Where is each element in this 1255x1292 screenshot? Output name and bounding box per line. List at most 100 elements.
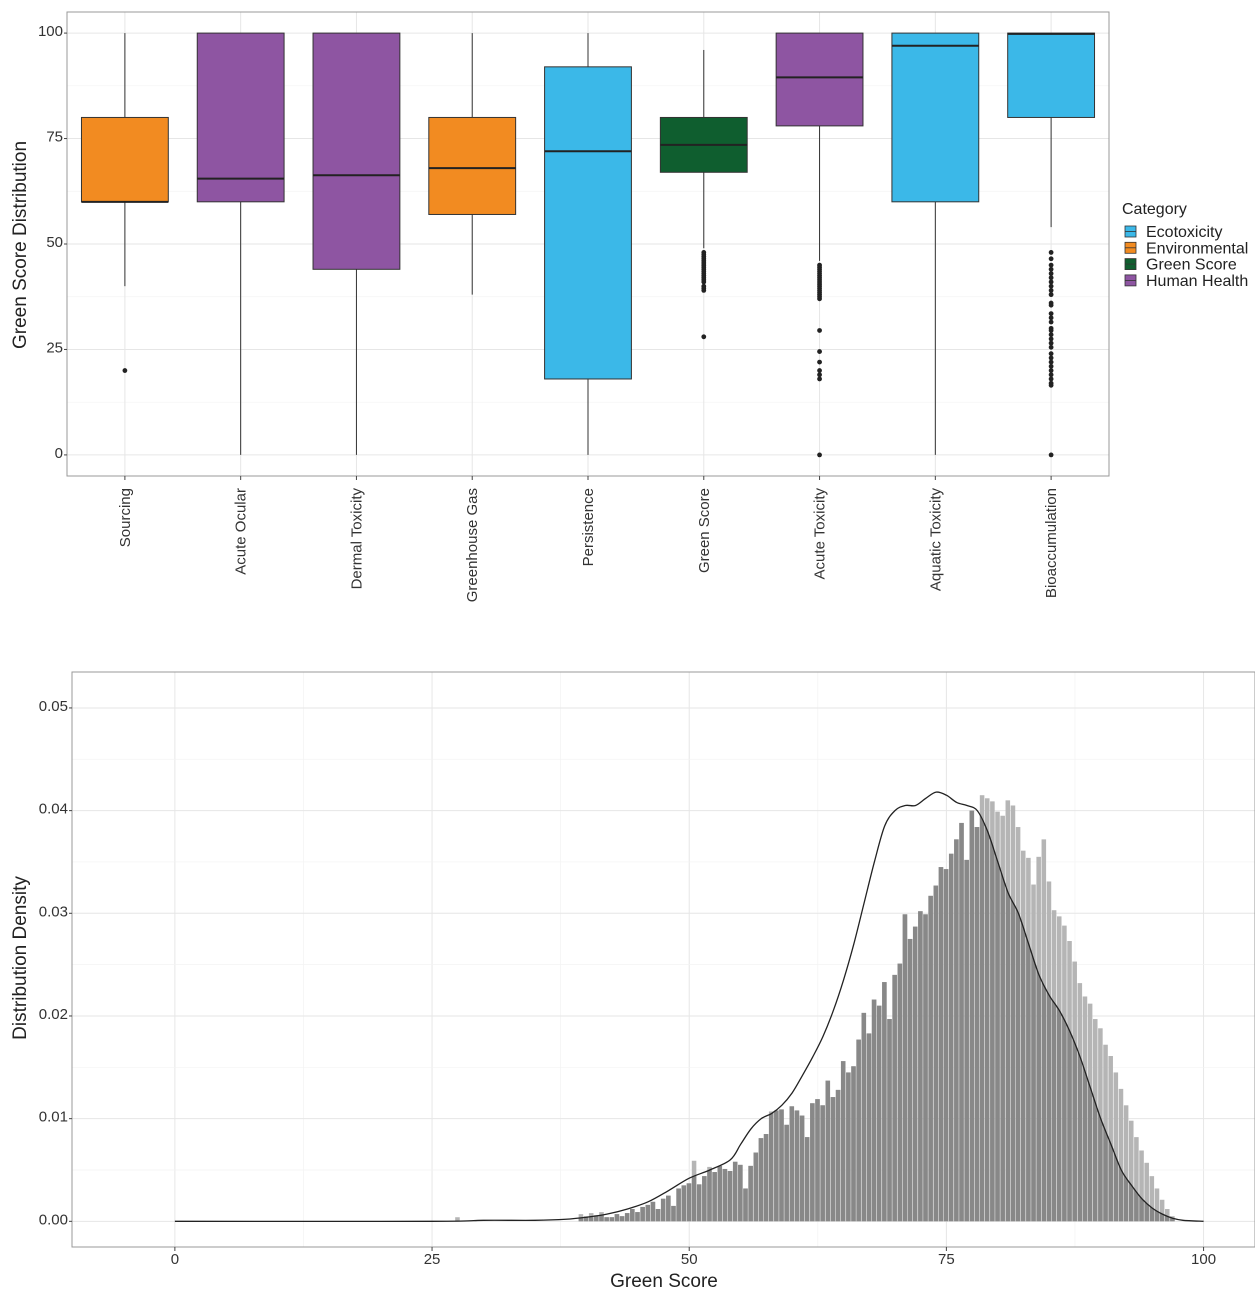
histogram-x-tick-label: 100: [1191, 1251, 1216, 1268]
histogram-bar: [1128, 1120, 1134, 1222]
histogram-bar-shaded: [954, 839, 959, 1222]
box-outlier: [817, 359, 822, 365]
histogram-bar-shaded: [763, 1134, 769, 1222]
box-greenhouse-gas: [428, 33, 517, 295]
histogram-bar-shaded: [902, 914, 908, 1222]
box-green-score: [659, 49, 748, 340]
histogram-bar-shaded: [887, 1019, 892, 1222]
histogram-bar-shaded: [1062, 925, 1067, 1222]
box-outlier: [1048, 266, 1054, 272]
histogram-bar-shaded: [594, 1215, 599, 1222]
histogram-bar-shaded: [995, 811, 1000, 1222]
histogram-bar: [1108, 1056, 1113, 1222]
box-outlier: [1048, 376, 1054, 382]
histogram-bar-shaded: [1092, 1019, 1098, 1222]
histogram-bars: [455, 795, 1175, 1222]
histogram-bars-under-curve: [455, 795, 1175, 1222]
histogram-bar-shaded: [964, 859, 969, 1222]
histogram-y-tick-label: 0.01: [39, 1109, 68, 1126]
legend-label: Green Score: [1146, 257, 1237, 274]
histogram-bar: [1154, 1188, 1160, 1222]
boxplot-boxes: [80, 32, 1096, 458]
histogram-bar-shaded: [799, 1115, 805, 1222]
histogram-bar-shaded: [1020, 850, 1026, 1222]
legend-label: Ecotoxicity: [1146, 224, 1222, 241]
histogram-bar-shaded: [804, 1137, 810, 1222]
histogram-bar-shaded: [846, 1072, 851, 1222]
histogram-bar-shaded: [815, 1099, 820, 1222]
box-outlier: [1048, 351, 1054, 357]
boxplot-y-tick-label: 75: [46, 129, 63, 146]
box-dermal-toxicity: [312, 32, 401, 455]
histogram-bar-shaded: [912, 926, 918, 1222]
box-body: [775, 32, 864, 127]
histogram-bar-shaded: [583, 1216, 589, 1222]
histogram-y-axis-title: Distribution Density: [10, 876, 31, 1040]
histogram-bar-shaded: [1036, 856, 1041, 1222]
boxplot-x-tick-label: Aquatic Toxicity: [927, 488, 944, 592]
histogram-bar-shaded: [732, 1161, 738, 1222]
histogram-bar-shaded: [1000, 815, 1005, 1222]
boxplot-y-tick-label: 25: [46, 339, 63, 356]
histogram-y-ticks: 0.00 0.01 0.02 0.03 0.04 0.05: [39, 698, 72, 1228]
boxplot-chart: 0 25 50 75 100 Sourcing Acute Ocular Dermal To…: [10, 11, 1248, 602]
box-acute-toxicity: [775, 32, 864, 458]
histogram-bar-shaded: [702, 1176, 707, 1222]
box-body: [80, 116, 169, 203]
boxplot-x-tick-label: Bioaccumulation: [1043, 488, 1060, 598]
box-outlier: [817, 376, 822, 382]
histogram-bar-shaded: [990, 801, 995, 1222]
histogram-bar-shaded: [681, 1185, 687, 1222]
histogram-bar-shaded: [604, 1217, 609, 1222]
box-outlier: [817, 328, 822, 333]
histogram-bar-shaded: [748, 1165, 753, 1222]
histogram-bar-shaded: [779, 1109, 784, 1222]
histogram-bar-shaded: [1082, 996, 1088, 1222]
box-sourcing: [80, 33, 169, 373]
histogram-bar-shaded: [1087, 1003, 1093, 1222]
box-body: [1007, 32, 1096, 118]
boxplot-y-axis-title: Green Score Distribution: [10, 141, 31, 349]
histogram-bar: [1149, 1176, 1155, 1222]
histogram-bar-shaded: [835, 1089, 841, 1222]
legend-label: Human Health: [1146, 273, 1248, 290]
histogram-bar-shaded: [768, 1111, 774, 1222]
histogram-bar: [1159, 1199, 1165, 1222]
boxplot-y-tick-label: 100: [38, 23, 63, 40]
histogram-bar-shaded: [727, 1171, 733, 1222]
histogram-bar-shaded: [897, 963, 903, 1222]
box-outlier: [1048, 292, 1054, 298]
boxplot-x-tick-label: Acute Ocular: [233, 488, 250, 575]
histogram-bar-shaded: [1041, 839, 1047, 1222]
histogram-bar-shaded: [969, 810, 975, 1222]
box-outlier: [1048, 452, 1054, 458]
box-outlier: [1048, 279, 1054, 285]
histogram-bar-shaded: [1098, 1028, 1103, 1222]
histogram-bar-shaded: [784, 1124, 789, 1222]
box-aquatic-toxicity: [891, 32, 980, 455]
histogram-bar-shaded: [707, 1166, 712, 1222]
histogram-bar-shaded: [671, 1205, 676, 1222]
box-outlier: [817, 349, 822, 354]
histogram-bar-shaded: [1026, 857, 1031, 1222]
histogram-bar-shaded: [943, 869, 949, 1222]
histogram-bar-shaded: [933, 885, 939, 1222]
histogram-bar-shaded: [928, 895, 933, 1222]
box-outlier: [1048, 368, 1054, 373]
box-outlier: [1048, 344, 1054, 350]
histogram-y-tick-label: 0.05: [39, 698, 68, 715]
density-curve: [174, 791, 1204, 1223]
histogram-bar-shaded: [856, 1039, 861, 1222]
box-outlier: [1048, 315, 1054, 321]
box-outlier: [1048, 372, 1054, 378]
histogram-bar: [1134, 1137, 1139, 1222]
histogram-bar-shaded: [1046, 881, 1052, 1222]
histogram-bar-shaded: [691, 1160, 697, 1222]
histogram-bar-shaded: [820, 1105, 825, 1222]
legend-label: Environmental: [1146, 240, 1248, 257]
histogram-x-tick-label: 25: [424, 1251, 441, 1268]
box-outlier: [1048, 340, 1054, 346]
histogram-x-ticks: 0 25 50 75 100: [171, 1247, 1216, 1268]
box-outlier: [1048, 275, 1054, 281]
